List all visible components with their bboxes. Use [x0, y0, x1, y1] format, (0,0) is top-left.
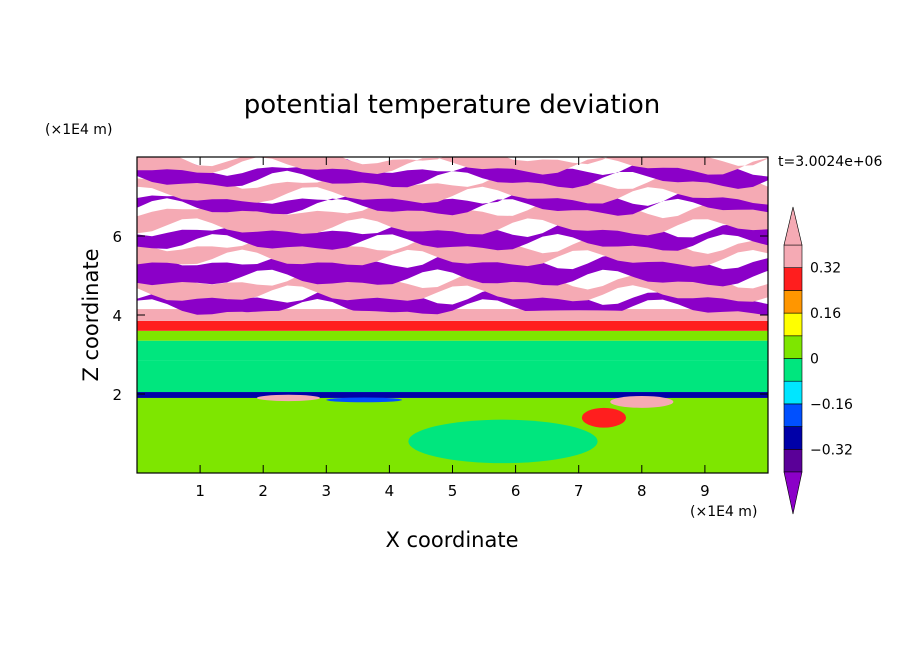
x-tick-label: 3	[322, 482, 332, 500]
x-tick-label: 6	[511, 482, 521, 500]
x-axis-label: X coordinate	[385, 528, 518, 552]
x-tick-label: 8	[637, 482, 647, 500]
field-feature	[219, 409, 371, 458]
field-band	[137, 392, 768, 398]
colorbar-level	[783, 358, 803, 382]
y-ticks: 2 4 6	[112, 228, 768, 404]
colorbar-level	[783, 335, 803, 359]
x-ticks: 1 2 3 4 5 6 7 8 9	[195, 157, 710, 500]
colorbar-tick-label: 0.32	[810, 261, 841, 277]
colorbar-level	[783, 312, 803, 337]
field-feature	[256, 394, 320, 402]
field-layer	[137, 157, 768, 473]
x-axis-unit: (×1E4 m)	[690, 504, 757, 520]
colorbar-level	[783, 290, 803, 314]
field-feature	[610, 395, 674, 408]
field-band	[137, 285, 768, 316]
field-band	[137, 360, 768, 393]
x-tick-label: 1	[195, 482, 205, 500]
colorbar-level	[783, 403, 803, 427]
y-tick-label: 6	[112, 228, 122, 246]
x-tick-label: 2	[258, 482, 268, 500]
colorbar-tick-label: −0.32	[810, 442, 853, 458]
y-tick-label: 2	[112, 386, 122, 404]
x-tick-label: 7	[574, 482, 584, 500]
x-tick-label: 9	[700, 482, 710, 500]
field-feature	[408, 419, 598, 464]
field-band	[137, 330, 768, 341]
time-label: t=3.0024e+06	[778, 154, 882, 170]
colorbar-max-arrow	[783, 206, 803, 246]
y-tick-label: 4	[112, 307, 122, 325]
field-feature	[231, 310, 409, 320]
colorbar-level	[783, 426, 803, 450]
field-feature	[581, 407, 627, 428]
chart-title: potential temperature deviation	[244, 90, 660, 120]
colorbar-level	[783, 448, 803, 473]
field-band	[137, 320, 768, 331]
colorbar-level	[783, 267, 803, 291]
field-band	[137, 186, 768, 216]
y-axis-unit: (×1E4 m)	[45, 122, 112, 138]
x-tick-label: 5	[448, 482, 458, 500]
field-band	[137, 340, 768, 361]
colorbar: 0.32 0.16 0 −0.16 −0.32	[783, 206, 853, 515]
field-feature	[484, 310, 674, 320]
field-band	[137, 269, 768, 302]
field-feature	[326, 397, 403, 403]
y-axis-label: Z coordinate	[79, 248, 103, 381]
field-band	[137, 171, 768, 205]
colorbar-min-arrow	[783, 471, 803, 515]
colorbar-tick-label: 0.16	[810, 306, 841, 322]
field-band	[137, 157, 768, 189]
field-band	[137, 309, 768, 321]
field-band	[137, 157, 768, 175]
colorbar-tick-label: 0	[810, 352, 819, 368]
colorbar-level	[783, 380, 803, 405]
x-tick-label: 4	[385, 482, 395, 500]
colorbar-level	[783, 244, 803, 269]
colorbar-tick-label: −0.16	[810, 397, 853, 413]
